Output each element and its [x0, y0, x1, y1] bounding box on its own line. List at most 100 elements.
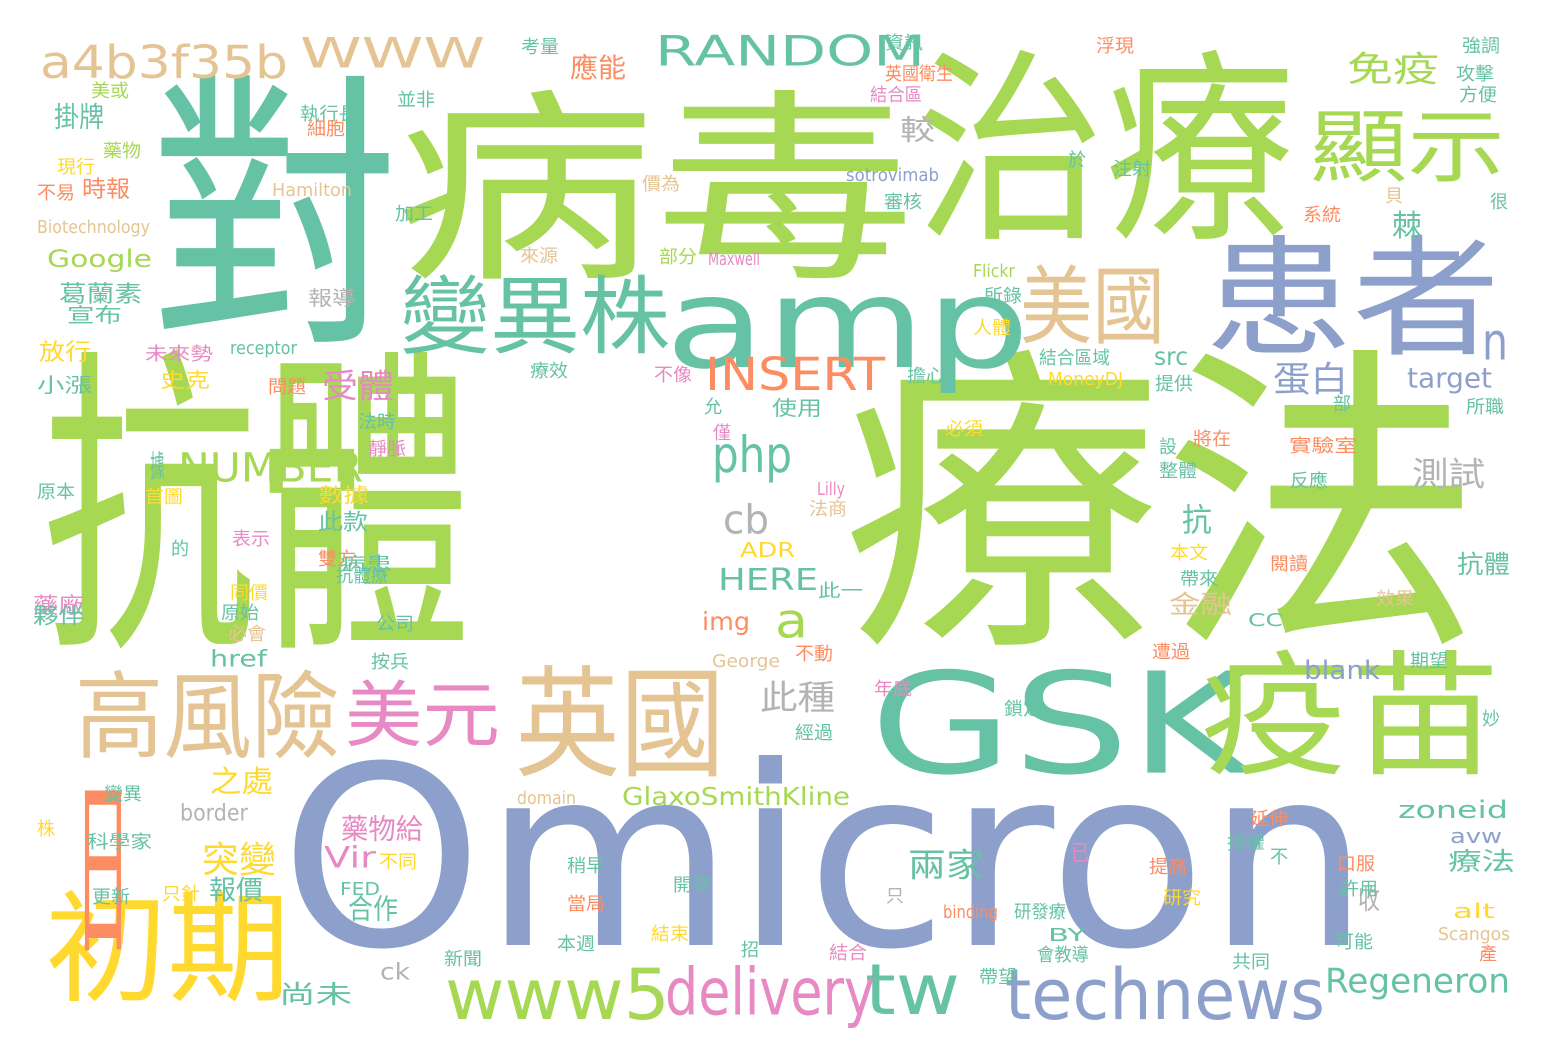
word-yi: 已 [1071, 840, 1089, 866]
word-huanzhe: 患者 [1205, 223, 1500, 376]
word-kang: 抗 [1176, 503, 1212, 535]
word-small: 雙方 [318, 548, 356, 570]
word-blank: blank [1304, 654, 1380, 686]
word-small: 原本 [37, 481, 75, 503]
word-small: 只針 [162, 883, 200, 905]
word-kangti: 抗體 [42, 323, 473, 698]
word-small: 招 [741, 939, 759, 961]
word-small: 株 [37, 818, 55, 840]
word-chuqi: 初期 [45, 879, 290, 1020]
word-small: 藥物 [103, 140, 141, 162]
word-small: 實驗室 [1289, 435, 1357, 457]
word-shangwei: 尚未 [279, 979, 352, 1009]
word-shike: 史克 [160, 368, 210, 392]
word-adr: ADR [740, 538, 795, 562]
word-mianyi: 免疫 [1347, 48, 1439, 90]
word-random: RANDOM [655, 26, 925, 76]
word-xianshi: 顯示 [1310, 100, 1505, 195]
word-small: binding [943, 901, 998, 923]
word-a4b3f35b: a4b3f35b [40, 35, 288, 89]
word-small: 將在 [1193, 428, 1231, 450]
word-small: 提高 [1149, 856, 1187, 878]
word-small: 的 [171, 538, 189, 560]
word-ju: 據 [147, 450, 165, 480]
word-amp: amp [665, 250, 1030, 397]
word-small: 注射 [1113, 158, 1151, 180]
word-small: 細胞 [307, 118, 345, 140]
word-small: 提供 [1155, 373, 1193, 395]
word-cb: cb [723, 496, 769, 544]
word-small: 方便 [1459, 84, 1497, 106]
word-shibao: 時報 [82, 174, 130, 202]
word-small: 人體 [973, 317, 1011, 339]
word-small: 當局 [567, 893, 605, 915]
word-small: 療效 [530, 360, 568, 382]
word-technews: technews [1005, 953, 1325, 1036]
word-yimiao: 疫苗 [1200, 637, 1500, 796]
word-small: 部 [1333, 393, 1351, 415]
word-small: 稍早 [567, 855, 605, 877]
word-small: 執行長 [300, 103, 358, 125]
word-small: 整體 [1159, 460, 1197, 482]
word-small: 帶來 [1180, 568, 1218, 590]
word-small: MoneyDJ [1048, 368, 1123, 390]
word-small: 價為 [642, 173, 680, 195]
word-yingguo: 英國 [515, 654, 725, 795]
word-gsk: GSK [870, 642, 1250, 807]
word-xiaozhang: 小漲 [37, 373, 92, 397]
word-small: 結合 [829, 942, 867, 964]
word-small: 必須 [945, 418, 983, 440]
word-img: img [702, 606, 750, 636]
word-small: 所職 [1466, 396, 1504, 418]
word-xuanbu: 宣布 [67, 303, 122, 327]
word-small: 產 [1479, 943, 1497, 965]
word-small: 許用 [1340, 878, 1378, 900]
word-small: 攻擊 [1456, 63, 1494, 85]
word-small: 於 [1068, 149, 1086, 171]
word-yingneng: 應能 [570, 52, 626, 85]
word-small: 帶望 [979, 966, 1017, 988]
word-small: 可能 [1335, 931, 1373, 953]
word-small: 浮現 [1096, 35, 1134, 57]
word-small: 妙 [1482, 708, 1500, 730]
word-liaofa-small: 療法 [1448, 846, 1515, 876]
word-small: 結束 [651, 923, 689, 945]
word-small: sotrovimab [846, 164, 939, 186]
word-gaofengxian: 高風險 [75, 661, 340, 773]
word-alt: alt [1453, 899, 1495, 923]
word-yaochang: 藥廠 [33, 593, 84, 619]
word-small: 抗體療 [336, 565, 388, 587]
word-small: 法時 [358, 411, 396, 433]
word-small: 會教導 [1037, 944, 1089, 966]
word-small: 不 [1270, 846, 1288, 868]
word-small: domain [517, 787, 576, 809]
word-small: 必會 [228, 623, 266, 645]
word-small: Scangos [1438, 923, 1510, 945]
word-small: 僅 [713, 422, 731, 444]
word-tubian: 突變 [202, 838, 276, 881]
word-small: 資訊 [885, 32, 923, 54]
word-small: Flickr [973, 260, 1015, 282]
word-shuju: 數據 [318, 483, 369, 507]
word-small: 現行 [57, 156, 95, 178]
word-php: php [712, 425, 792, 484]
word-small: 開發 [673, 874, 711, 896]
word-gelansu: 葛蘭素 [59, 279, 142, 307]
word-small: 允 [704, 396, 722, 418]
word-small: 所錄 [984, 285, 1022, 307]
word-small: FED [340, 878, 380, 900]
word-small: 並非 [397, 89, 435, 111]
word-small: 不動 [795, 643, 833, 665]
word-small: 來源 [520, 245, 558, 267]
word-small: 病患 [340, 553, 392, 575]
word-yaowugei: 藥物給 [341, 812, 423, 846]
word-small: 不像 [654, 364, 692, 386]
word-jinrong: 金融 [1169, 589, 1232, 619]
word-small: 不易 [37, 182, 75, 204]
word-meiyuan: 美元 [345, 673, 500, 758]
word-small: Biotechnology [37, 216, 150, 238]
word-small: 科學家 [87, 831, 152, 853]
word-small: 很 [1490, 191, 1508, 213]
word-shouti: 受體 [322, 367, 394, 406]
